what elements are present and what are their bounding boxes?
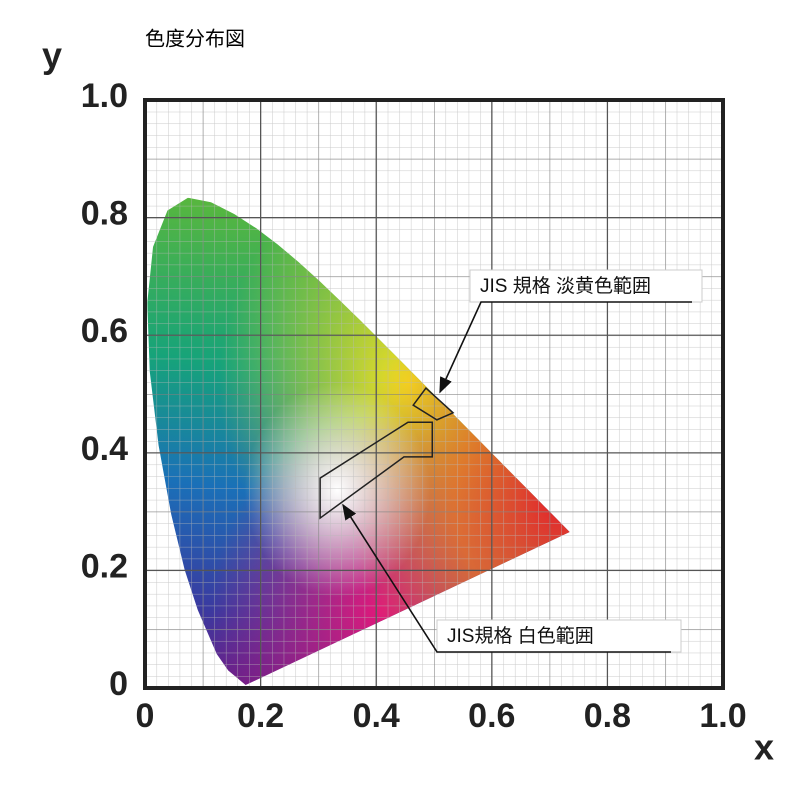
plot-frame bbox=[143, 98, 725, 690]
y-tick-label: 0.6 bbox=[81, 312, 128, 350]
y-tick-label: 0.8 bbox=[81, 195, 128, 233]
x-tick-label: 1.0 bbox=[699, 697, 746, 735]
x-tick-label: 0.8 bbox=[584, 697, 631, 735]
y-tick-label: 0.2 bbox=[81, 547, 128, 585]
y-tick-label: 0.4 bbox=[81, 430, 128, 468]
x-tick-label: 0.4 bbox=[353, 697, 400, 735]
y-tick-label: 0 bbox=[109, 665, 128, 703]
major-grid bbox=[145, 100, 723, 688]
y-axis-label: y bbox=[42, 35, 62, 76]
annotation-box bbox=[469, 269, 703, 303]
annotation: JIS 規格 淡黄色範囲 bbox=[480, 275, 651, 297]
leader-line bbox=[439, 301, 692, 394]
x-tick-label: 0 bbox=[136, 697, 155, 735]
region bbox=[412, 387, 455, 421]
x-tick-label: 0.6 bbox=[468, 697, 515, 735]
x-axis-label: x bbox=[754, 727, 774, 768]
leader-line bbox=[342, 503, 671, 653]
chart-title: 色度分布図 bbox=[145, 27, 245, 50]
region bbox=[319, 421, 434, 520]
annotation: JIS規格 白色範囲 bbox=[447, 625, 594, 647]
y-tick-label: 1.0 bbox=[81, 77, 128, 115]
x-tick-label: 0.2 bbox=[237, 697, 284, 735]
